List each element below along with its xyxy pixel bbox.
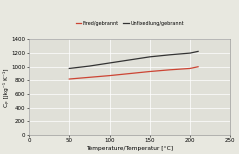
Y-axis label: Cₚ [Jkg⁻¹ K⁻¹]: Cₚ [Jkg⁻¹ K⁻¹] — [4, 68, 10, 107]
X-axis label: Temperature/Temperatur [°C]: Temperature/Temperatur [°C] — [86, 146, 173, 150]
Legend: Fired/gebrannt, Unfixedlung/gebrannt: Fired/gebrannt, Unfixedlung/gebrannt — [76, 21, 184, 26]
